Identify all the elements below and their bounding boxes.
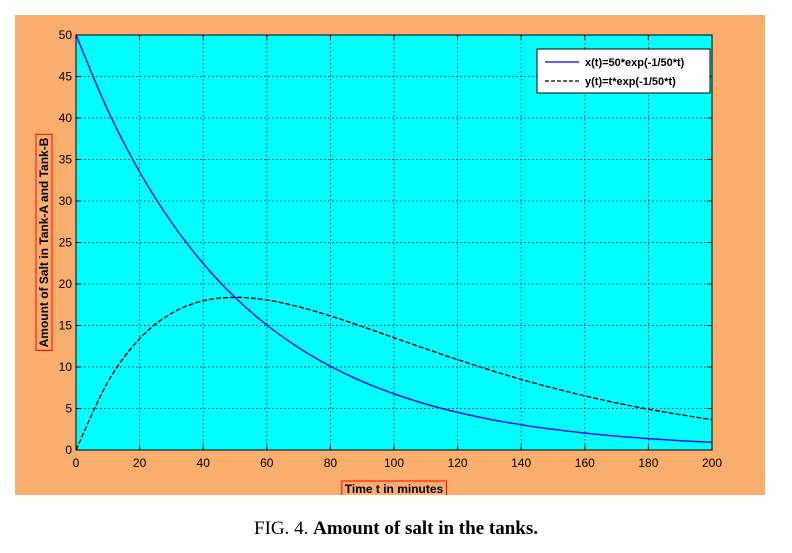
legend-label: y(t)=t*exp(-1/50*t) bbox=[585, 76, 676, 88]
legend-box bbox=[536, 48, 711, 94]
y-tick-label: 15 bbox=[59, 319, 73, 333]
series-line-tank-b bbox=[75, 296, 713, 451]
figure-panel: 0 20 40 60 80 100 120 140 160 180 200 0 5 10 15 20 25 30 3… bbox=[15, 15, 765, 495]
series-line-tank-a bbox=[75, 34, 713, 444]
plot-frame bbox=[75, 34, 713, 451]
y-axis-label-box bbox=[35, 133, 53, 351]
x-tick-label: 20 bbox=[133, 456, 147, 470]
x-tick-label: 60 bbox=[260, 456, 274, 470]
y-tick-label: 0 bbox=[65, 443, 72, 457]
x-tick-label: 40 bbox=[197, 456, 211, 470]
axis-ticks: 0 20 40 60 80 100 120 140 160 180 200 0 5 10 15 20 25 30 3… bbox=[59, 28, 723, 470]
y-tick-label: 35 bbox=[59, 153, 73, 167]
x-tick-label: 160 bbox=[575, 456, 595, 470]
x-axis-label: Time t in minutes bbox=[345, 482, 444, 495]
caption-title: Amount of salt in the tanks. bbox=[313, 518, 538, 539]
caption-prefix: FIG. 4. bbox=[254, 518, 309, 539]
y-tick-label: 20 bbox=[59, 277, 73, 291]
x-tick-label: 120 bbox=[448, 456, 468, 470]
y-tick-label: 40 bbox=[59, 111, 73, 125]
series-lines bbox=[75, 34, 713, 451]
x-axis-label-box bbox=[341, 480, 448, 495]
y-tick-label: 5 bbox=[65, 402, 72, 416]
y-tick-label: 30 bbox=[59, 194, 73, 208]
x-tick-label: 0 bbox=[73, 456, 80, 470]
y-tick-label: 50 bbox=[59, 28, 73, 42]
x-tick-label: 80 bbox=[324, 456, 338, 470]
line-chart: 0 20 40 60 80 100 120 140 160 180 200 0 5 10 15 20 25 30 3… bbox=[35, 28, 723, 495]
x-tick-label: 100 bbox=[384, 456, 404, 470]
x-tick-label: 200 bbox=[702, 456, 722, 470]
grid bbox=[76, 35, 712, 450]
y-tick-label: 25 bbox=[59, 236, 73, 250]
y-tick-label: 10 bbox=[59, 360, 73, 374]
legend: x(t)=50*exp(-1/50*t) y(t)=t*exp(-1/50*t) bbox=[536, 48, 711, 94]
y-tick-label: 45 bbox=[59, 70, 73, 84]
axis-titles: Time t in minutes Amount of Salt in Tank-… bbox=[35, 133, 448, 495]
x-tick-label: 140 bbox=[511, 456, 531, 470]
x-tick-label: 180 bbox=[638, 456, 658, 470]
legend-label: x(t)=50*exp(-1/50*t) bbox=[585, 57, 685, 69]
figure-caption: FIG. 4. Amount of salt in the tanks. bbox=[0, 518, 792, 540]
y-axis-label: Amount of Salt in Tank-A and Tank-B bbox=[37, 137, 51, 347]
